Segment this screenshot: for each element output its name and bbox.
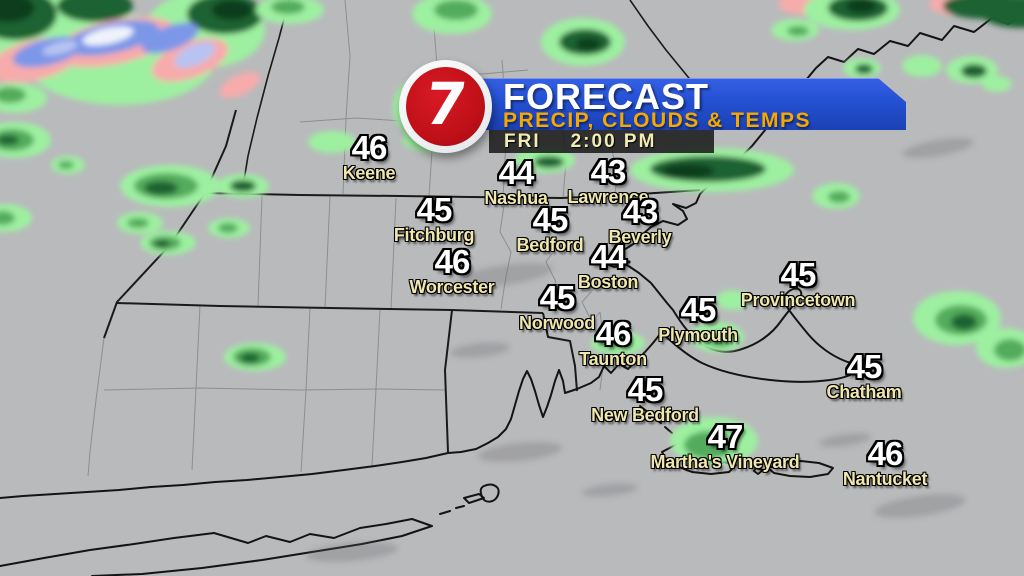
station-city: Plymouth <box>658 325 738 345</box>
station-temp: 45 <box>532 201 569 238</box>
station-temp: 47 <box>707 418 744 455</box>
forecast-banner: FORECAST PRECIP, CLOUDS & TEMPS <box>441 78 906 130</box>
station-temp: 44 <box>590 238 627 275</box>
station-temp: 45 <box>627 371 664 408</box>
station-city: New Bedford <box>591 405 699 425</box>
station-city: Provincetown <box>740 290 856 310</box>
station-city: Taunton <box>579 349 647 369</box>
banner-subtitle: PRECIP, CLOUDS & TEMPS <box>503 109 811 132</box>
banner-title: FORECAST <box>503 76 709 117</box>
station-temp: 45 <box>539 279 576 316</box>
station-temp: 46 <box>867 435 904 472</box>
station-city: Worcester <box>409 277 495 297</box>
station-label: 45 Plymouth <box>658 293 738 344</box>
station-label: 45 Fitchburg <box>393 191 475 245</box>
station-temp: 45 <box>680 291 717 328</box>
station-label: 46 Keene <box>343 131 396 182</box>
station-label: 44 Nashua <box>484 154 548 208</box>
station-city: Nashua <box>484 188 548 208</box>
station-temp: 45 <box>846 348 883 385</box>
station-city: Martha's Vineyard <box>650 452 800 472</box>
station-temp: 46 <box>595 315 632 352</box>
station-temp: 46 <box>434 243 471 280</box>
station-label: 46 Nantucket <box>842 435 928 489</box>
station-label: 43 Lawrence <box>568 155 649 206</box>
station-label: 45 Bedford <box>517 203 584 254</box>
station-label: 47 Martha's Vineyard <box>651 420 800 471</box>
station-temp: 43 <box>590 153 627 190</box>
time-label: 2:00 PM <box>570 131 657 152</box>
station-7-logo: 7 <box>399 60 492 153</box>
station-label: 44 Boston <box>577 238 639 292</box>
day-label: FRI <box>504 131 541 152</box>
station-city: Norwood <box>519 313 595 333</box>
station-label: 46 Worcester <box>409 245 494 296</box>
station-label: 45 Chatham <box>827 350 902 401</box>
station-temp: 45 <box>780 256 817 293</box>
station-city: Chatham <box>826 382 902 402</box>
station-temp: 46 <box>351 129 388 166</box>
station-city: Lawrence <box>567 187 649 207</box>
station-city: Nantucket <box>842 469 928 489</box>
station-temp: 44 <box>498 154 535 191</box>
station-label: 45 New Bedford <box>591 373 699 424</box>
station-city: Bedford <box>516 235 584 255</box>
station-label: 46 Taunton <box>579 317 647 368</box>
station-city: Keene <box>342 163 396 183</box>
station-temp: 45 <box>416 191 453 228</box>
station-temp: 43 <box>622 193 659 230</box>
valid-time-bar: FRI 2:00 PM <box>489 130 714 153</box>
logo-numeral: 7 <box>420 69 471 138</box>
station-label: 45 Norwood <box>519 281 595 332</box>
station-city: Beverly <box>608 227 672 247</box>
state-borders <box>103 0 701 453</box>
station-label: 45 Provincetown <box>740 256 856 310</box>
station-city: Fitchburg <box>393 225 475 245</box>
station-city: Boston <box>577 272 639 292</box>
logo-red-circle: 7 <box>406 67 485 146</box>
station-label: 43 Beverly <box>609 195 672 246</box>
